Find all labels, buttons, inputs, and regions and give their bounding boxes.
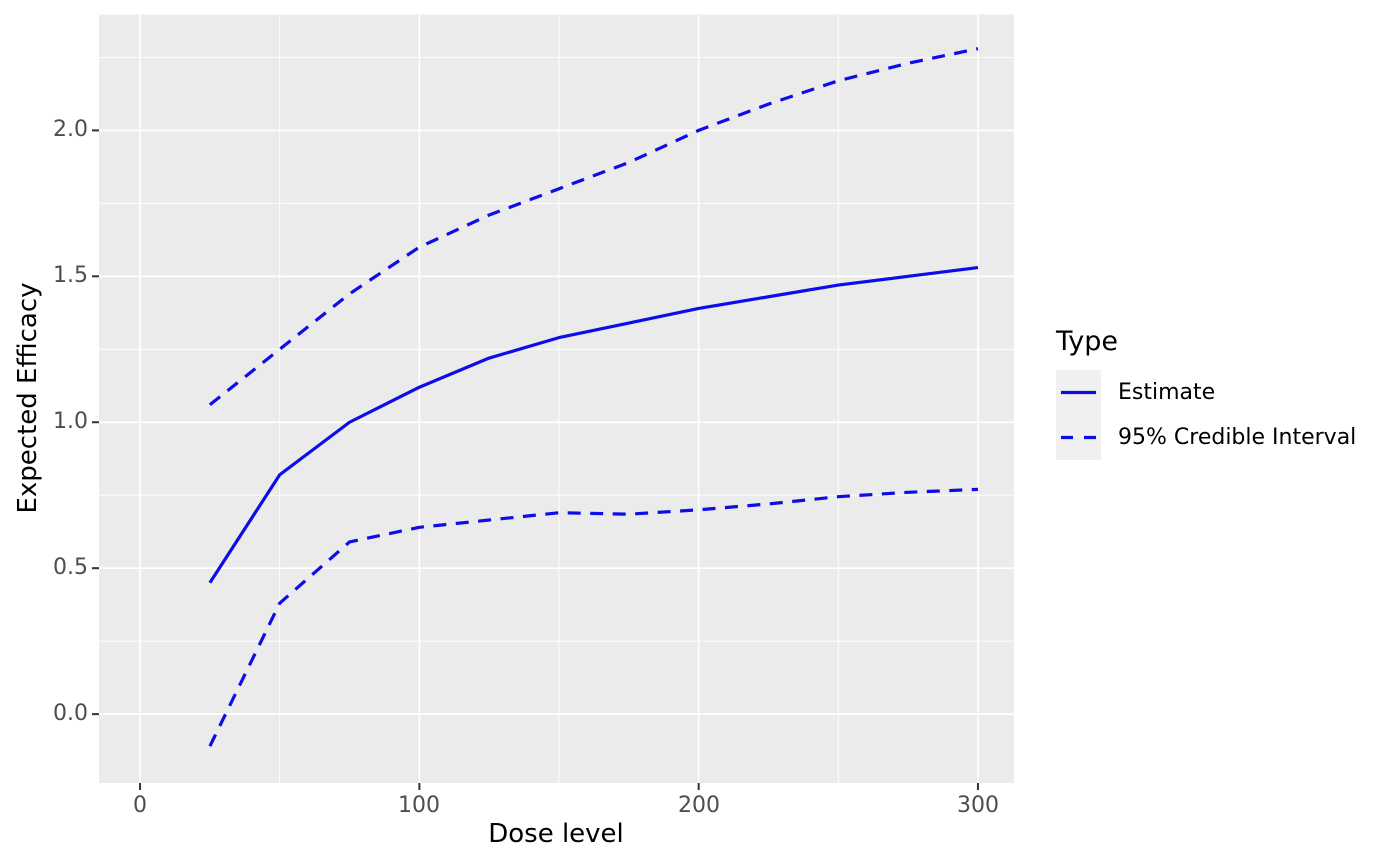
y-tick-label-0.0: 0.0 <box>53 701 88 726</box>
x-tick-label-200: 200 <box>678 793 720 818</box>
legend-item-estimate: Estimate <box>1056 370 1356 415</box>
y-axis-title: Expected Efficacy <box>13 282 43 514</box>
legend: Type Estimate 95% Credible Interval <box>1056 326 1356 460</box>
panel-background <box>99 14 1014 783</box>
y-tick-label-0.5: 0.5 <box>53 555 88 580</box>
legend-title: Type <box>1056 326 1119 357</box>
x-tick-label-300: 300 <box>957 793 999 818</box>
x-axis-title: Dose level <box>488 819 624 849</box>
credible-interval-line <box>208 47 979 406</box>
estimate-line <box>208 265 979 584</box>
dashed-line-key-icon <box>1056 415 1101 460</box>
legend-label-credible-interval: 95% Credible Interval <box>1118 425 1357 450</box>
y-tick-label-1.5: 1.5 <box>53 263 88 288</box>
legend-label-estimate: Estimate <box>1118 380 1216 405</box>
y-tick-label-1.0: 1.0 <box>53 409 88 434</box>
x-tick-label-0: 0 <box>133 793 147 818</box>
credible-interval-line <box>208 487 979 747</box>
y-tick-label-2.0: 2.0 <box>53 117 88 142</box>
solid-line-key-icon <box>1056 370 1101 415</box>
legend-item-credible-interval: 95% Credible Interval <box>1056 415 1356 460</box>
x-tick-label-100: 100 <box>398 793 440 818</box>
